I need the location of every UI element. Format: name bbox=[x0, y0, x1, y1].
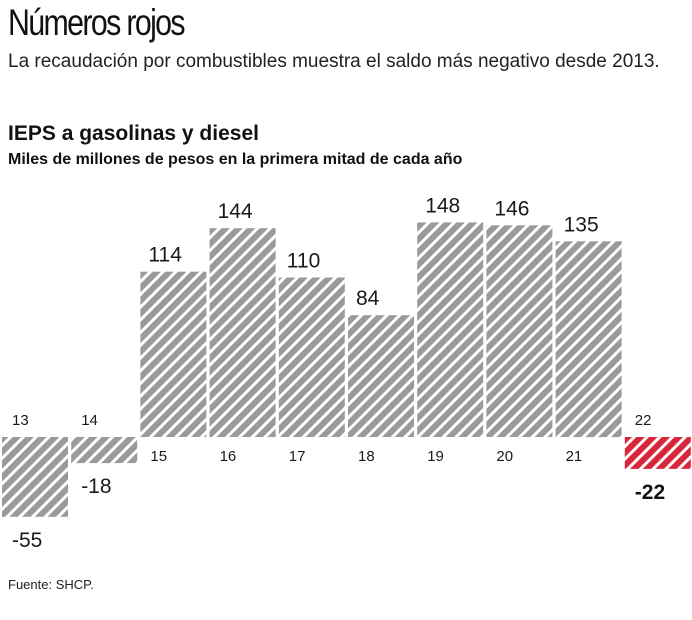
value-label-21: 135 bbox=[564, 213, 599, 236]
year-label-15: 15 bbox=[150, 448, 167, 465]
value-label-14: -18 bbox=[81, 475, 111, 498]
bar-14 bbox=[71, 437, 138, 464]
chart-subtitle: Miles de millones de pesos en la primera… bbox=[8, 151, 463, 168]
year-label-18: 18 bbox=[358, 448, 375, 465]
bar-13 bbox=[2, 437, 68, 517]
year-label-21: 21 bbox=[566, 448, 583, 465]
year-label-19: 19 bbox=[427, 448, 444, 465]
bar-15 bbox=[140, 271, 207, 437]
year-label-17: 17 bbox=[289, 448, 306, 465]
bar-16 bbox=[209, 228, 276, 437]
bar-22 bbox=[624, 437, 691, 469]
bar-17 bbox=[278, 277, 345, 437]
bar-18 bbox=[348, 315, 414, 437]
value-label-19: 148 bbox=[425, 194, 460, 217]
year-label-22: 22 bbox=[635, 412, 652, 429]
bar-20 bbox=[486, 225, 553, 437]
year-label-13: 13 bbox=[12, 412, 29, 429]
page-subtitle: La recaudación por combustibles muestra … bbox=[8, 51, 660, 72]
value-label-13: -55 bbox=[12, 529, 42, 552]
source-note: Fuente: SHCP. bbox=[8, 577, 94, 592]
page-title: Números rojos bbox=[8, 2, 186, 43]
value-label-17: 110 bbox=[287, 250, 320, 273]
value-label-15: 114 bbox=[148, 244, 182, 267]
year-label-16: 16 bbox=[220, 448, 237, 465]
value-label-22: -22 bbox=[635, 481, 665, 504]
value-label-16: 144 bbox=[218, 200, 253, 223]
bar-21 bbox=[555, 241, 622, 438]
year-label-14: 14 bbox=[81, 412, 98, 429]
bar-19 bbox=[417, 222, 484, 437]
chart-title: IEPS a gasolinas y diesel bbox=[8, 122, 259, 145]
value-label-20: 146 bbox=[494, 197, 529, 220]
value-label-18: 84 bbox=[356, 287, 380, 310]
year-label-20: 20 bbox=[496, 448, 513, 465]
